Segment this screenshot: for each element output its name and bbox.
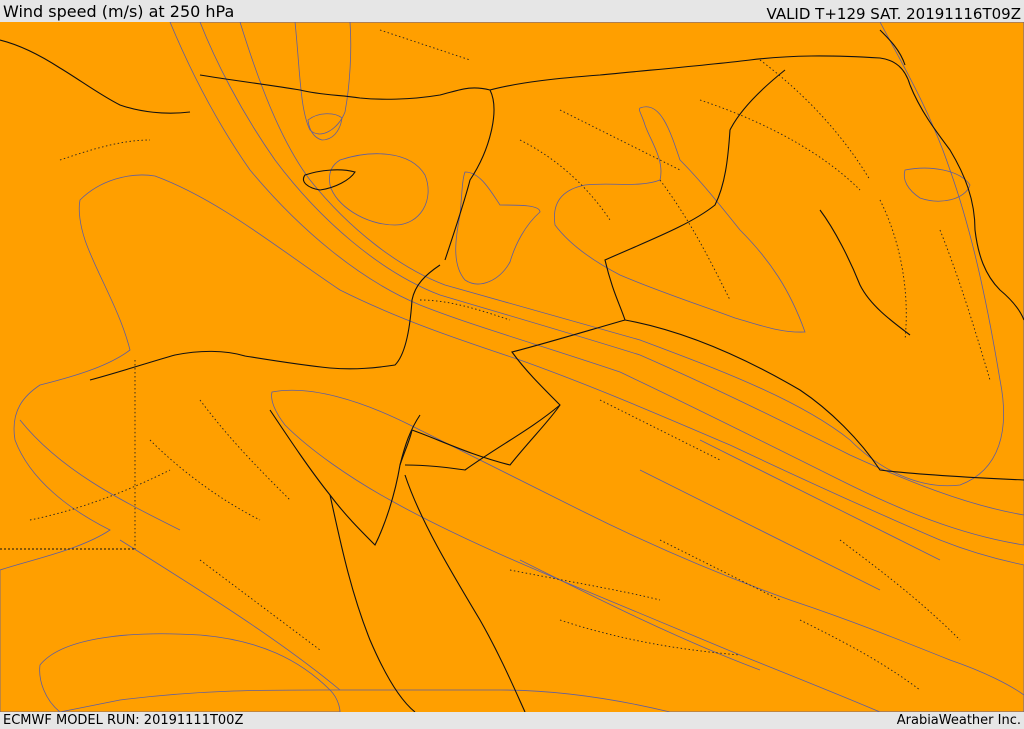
wind-band-orange: [0, 22, 1024, 712]
cyprus-coast: [302, 169, 356, 191]
iran-iraq-border: [909, 84, 1024, 321]
wind-island-white: [307, 113, 343, 141]
saudi-border: [404, 404, 561, 471]
valid-time: VALID T+129 SAT. 20191116T09Z: [766, 5, 1021, 23]
red-sea-coast-west: [329, 494, 416, 712]
turkey-border: [489, 55, 911, 91]
model-run-label: ECMWF MODEL RUN: 20191111T00Z: [3, 713, 244, 728]
wind-patch-orange-sw: [39, 633, 341, 712]
sinai-coastline: [269, 409, 421, 546]
turkey-south-coast: [199, 74, 495, 261]
wind-band-yellow: [239, 22, 1004, 487]
map-title: Wind speed (m/s) at 250 hPa: [3, 2, 235, 21]
syria-iraq-border: [604, 69, 786, 321]
credit-label: ArabiaWeather Inc.: [896, 713, 1021, 728]
map-footer: ECMWF MODEL RUN: 20191111T00Z ArabiaWeat…: [0, 712, 1024, 729]
wind-island-peach-north: [294, 22, 352, 135]
wind-speed-map[interactable]: [0, 22, 1024, 712]
aegean-coast: [0, 39, 191, 114]
caspian-coast: [879, 29, 906, 66]
wind-island-peach-syria: [554, 106, 806, 333]
wind-band-dark-orange: [0, 174, 1024, 712]
mediterranean-coastline: [89, 264, 441, 381]
persian-gulf-coast: [819, 209, 911, 336]
map-header: Wind speed (m/s) at 250 hPa VALID T+129 …: [0, 0, 1024, 23]
iraq-kuwait-border: [624, 319, 1024, 481]
wind-band-red-orange: [271, 389, 1024, 712]
red-sea-coast-east: [404, 474, 526, 712]
wind-band-amber: [169, 22, 1024, 546]
gulf-of-aqaba: [399, 429, 413, 466]
wind-island-gold: [329, 153, 429, 226]
wind-patch-gold-ne: [903, 167, 971, 202]
